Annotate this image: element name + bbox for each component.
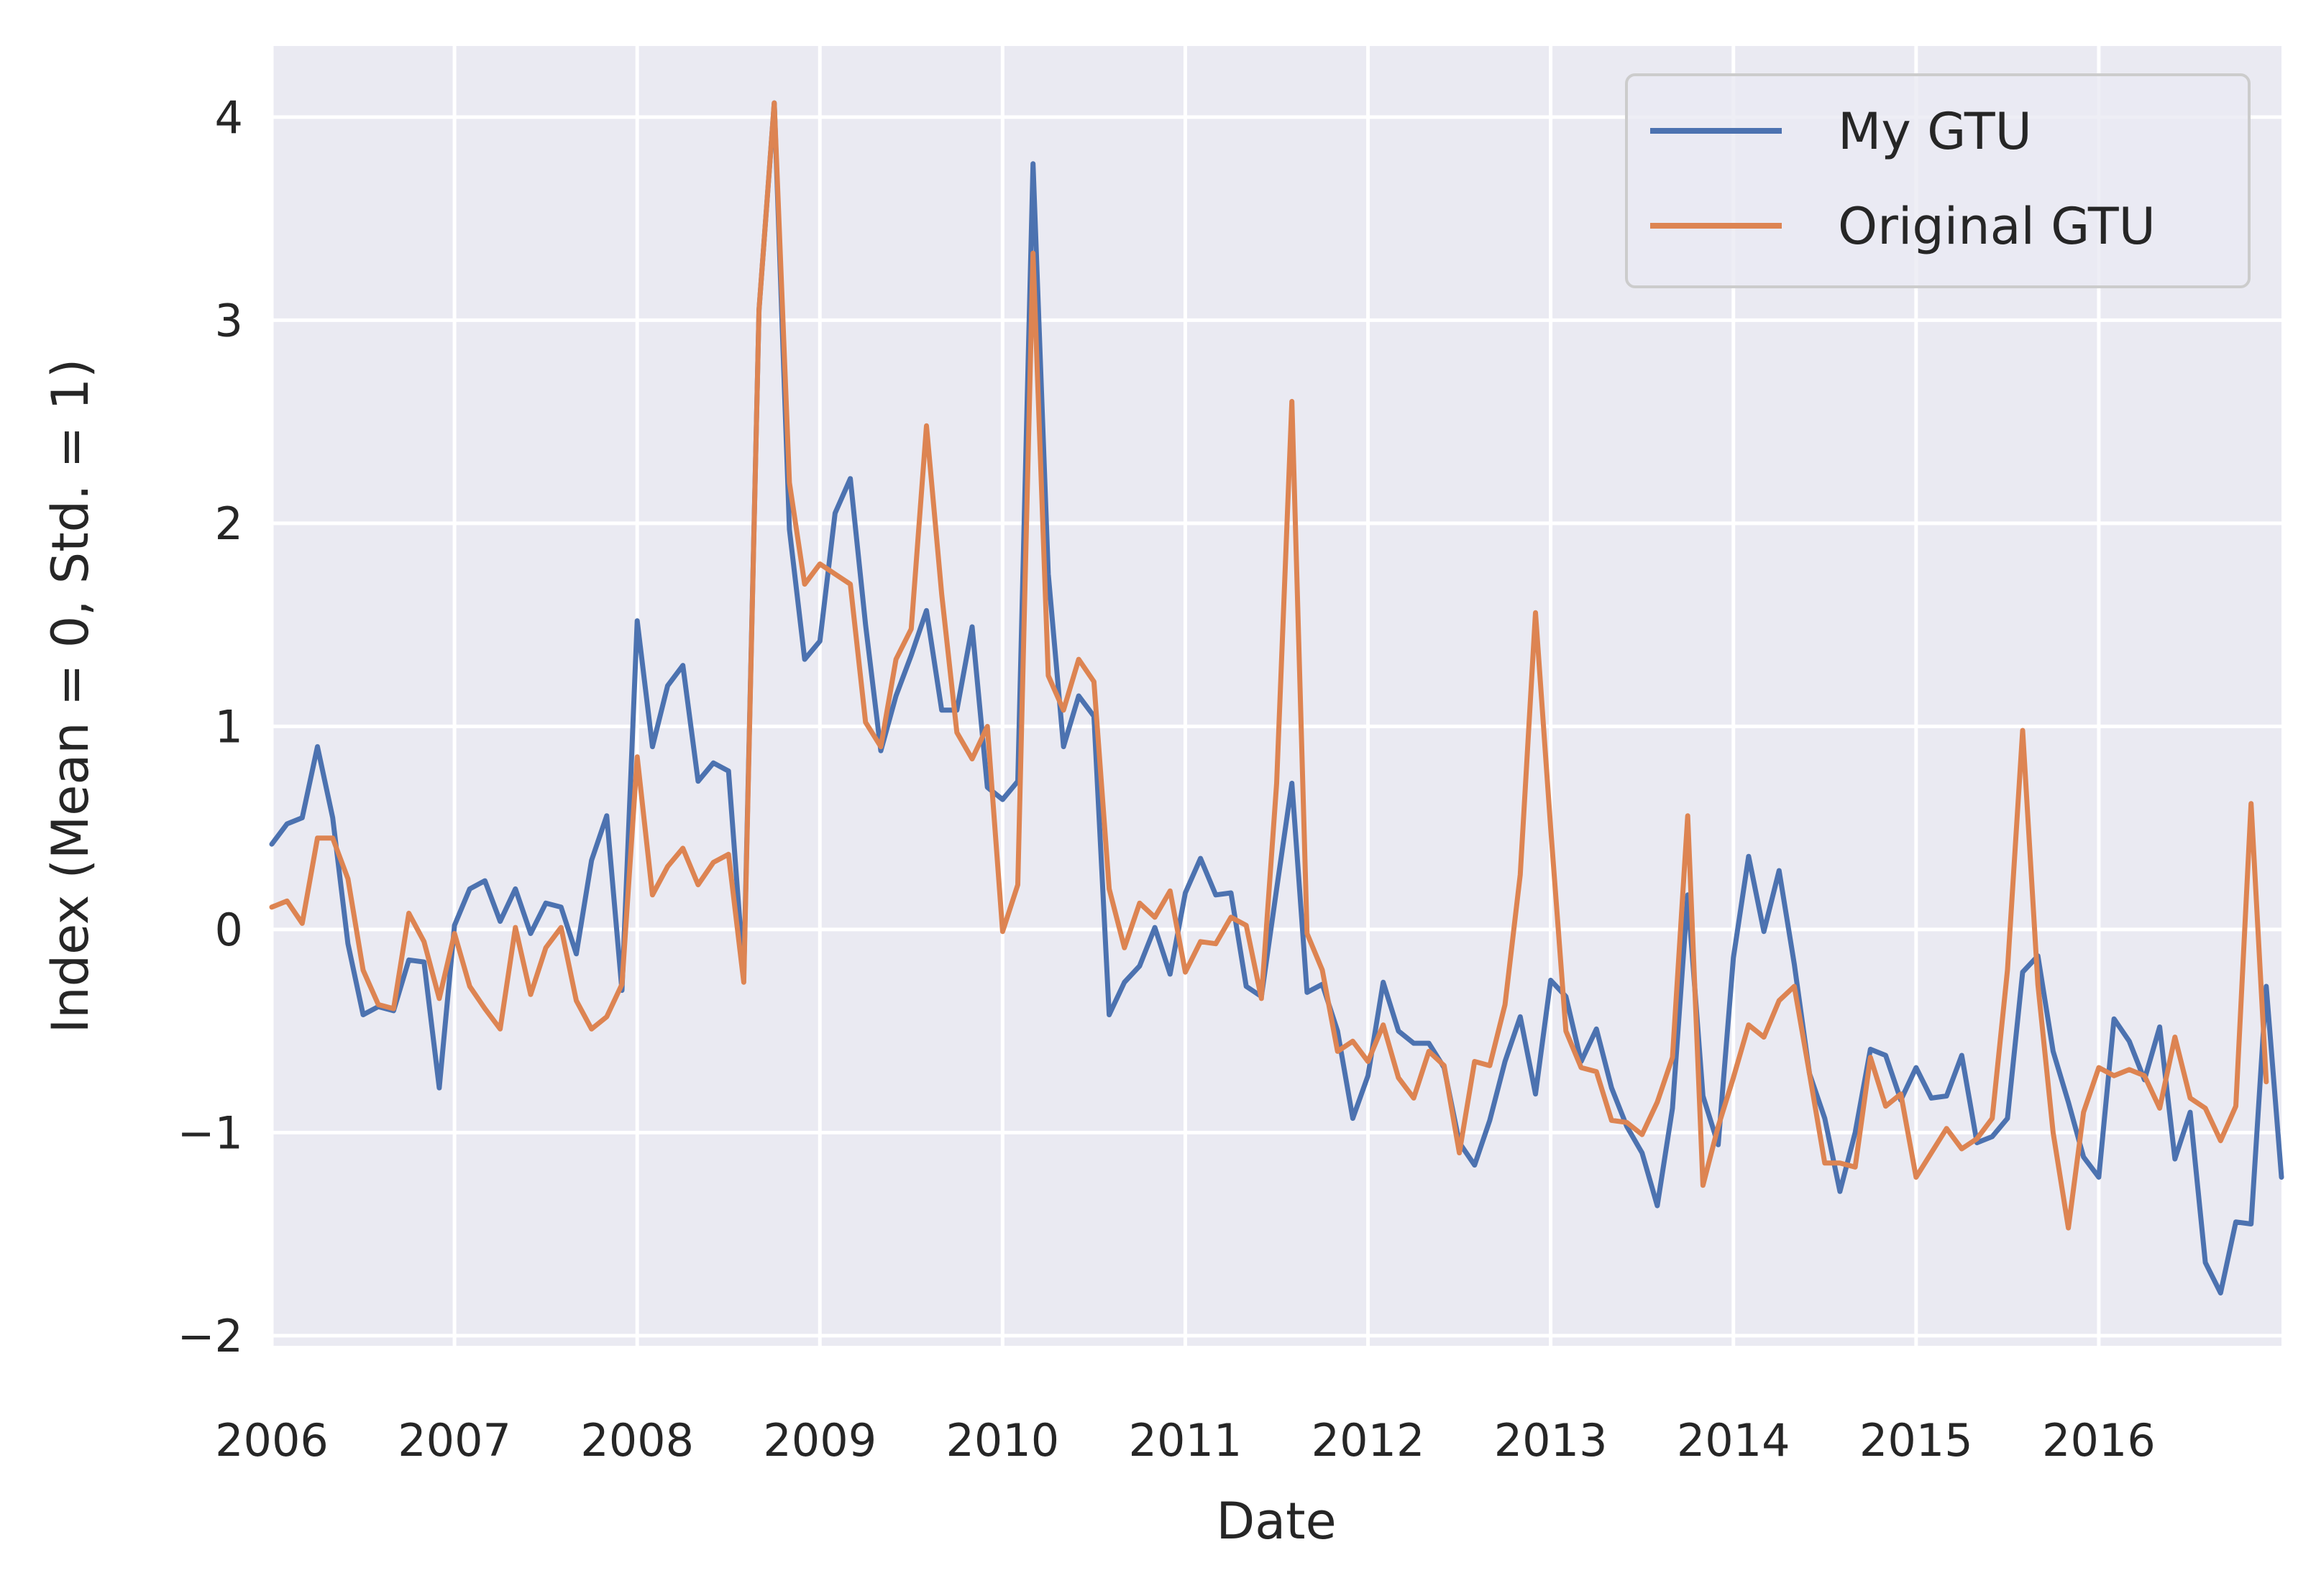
legend-label-my-gtu: My GTU	[1838, 102, 2032, 161]
series-line-my-gtu	[269, 100, 2284, 1295]
series-line-original-gtu	[269, 100, 2269, 1231]
y-tick-label-4: 2	[215, 497, 243, 550]
x-tick-labels: 2006 2007 2008 2009 2010 2011 2012 2013 2014 2015…	[215, 1414, 2156, 1467]
y-tick-label-0: −2	[178, 1310, 243, 1362]
legend: My GTU Original GTU	[1625, 73, 2251, 288]
series-lines	[269, 100, 2284, 1295]
y-axis-label: Index (Mean = 0, Std. = 1)	[41, 359, 100, 1034]
legend-box	[1625, 73, 2251, 288]
x-tick-label-2016: 2016	[2042, 1414, 2156, 1467]
y-tick-label-6: 4	[215, 91, 243, 144]
x-tick-label-2014: 2014	[1677, 1414, 1790, 1467]
x-tick-label-2008: 2008	[580, 1414, 694, 1467]
x-tick-label-2011: 2011	[1129, 1414, 1242, 1467]
x-tick-label-2007: 2007	[398, 1414, 511, 1467]
x-tick-label-2015: 2015	[1859, 1414, 1973, 1467]
y-tick-label-5: 3	[215, 294, 243, 347]
y-tick-labels: −2 −1 0 1 2 3 4	[178, 91, 243, 1362]
x-tick-label-2013: 2013	[1494, 1414, 1608, 1467]
x-tick-label-2010: 2010	[946, 1414, 1059, 1467]
x-tick-label-2009: 2009	[763, 1414, 876, 1467]
x-tick-label-2012: 2012	[1312, 1414, 1425, 1467]
x-axis-label: Date	[1216, 1492, 1336, 1551]
legend-label-original-gtu: Original GTU	[1838, 197, 2156, 256]
y-tick-label-2: 0	[215, 904, 243, 956]
y-tick-label-3: 1	[215, 700, 243, 753]
x-tick-label-2006: 2006	[215, 1414, 329, 1467]
y-tick-label-1: −1	[178, 1106, 243, 1159]
